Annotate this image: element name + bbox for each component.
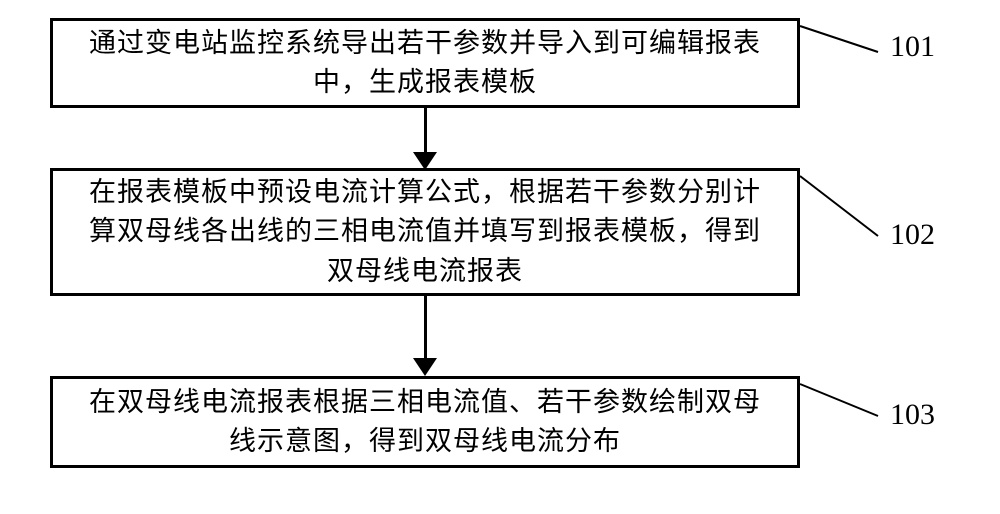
flow-node-1-text: 通过变电站监控系统导出若干参数并导入到可编辑报表 中，生成报表模板 — [89, 24, 761, 102]
flow-node-2-text: 在报表模板中预设电流计算公式，根据若干参数分别计 算双母线各出线的三相电流值并填… — [89, 173, 761, 290]
flow-label-3: 103 — [890, 398, 935, 432]
edge-2-3-arrow — [413, 358, 437, 376]
flow-label-2: 102 — [890, 218, 935, 252]
flow-label-1: 101 — [890, 30, 935, 64]
flow-node-3: 在双母线电流报表根据三相电流值、若干参数绘制双母 线示意图，得到双母线电流分布 — [50, 376, 800, 468]
flow-node-2: 在报表模板中预设电流计算公式，根据若干参数分别计 算双母线各出线的三相电流值并填… — [50, 168, 800, 296]
edge-1-2-line — [424, 108, 427, 156]
flowchart-canvas: 通过变电站监控系统导出若干参数并导入到可编辑报表 中，生成报表模板 101 在报… — [0, 0, 1000, 514]
flow-node-1: 通过变电站监控系统导出若干参数并导入到可编辑报表 中，生成报表模板 — [50, 18, 800, 108]
edge-2-3-line — [424, 296, 427, 360]
flow-node-3-text: 在双母线电流报表根据三相电流值、若干参数绘制双母 线示意图，得到双母线电流分布 — [89, 383, 761, 461]
